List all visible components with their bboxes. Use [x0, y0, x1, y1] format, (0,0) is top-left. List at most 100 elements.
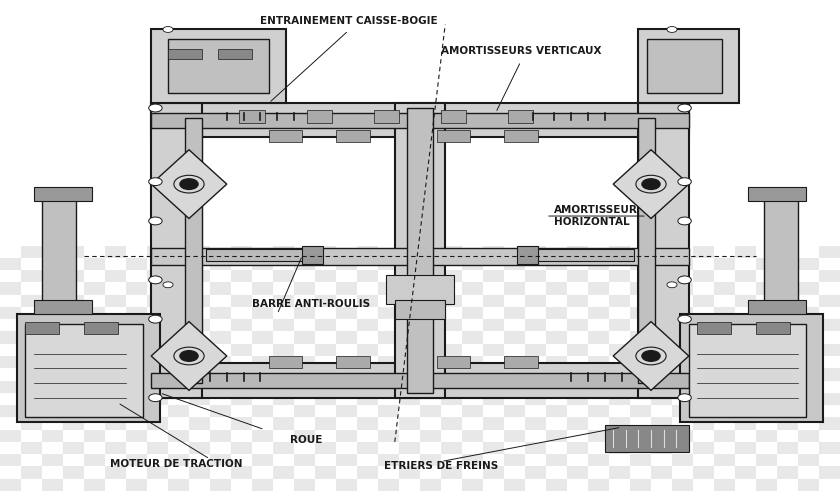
Bar — [777, 270, 798, 282]
Bar — [693, 442, 714, 454]
Bar — [395, 300, 445, 319]
Bar — [504, 479, 525, 491]
Bar — [609, 417, 630, 430]
Bar — [231, 442, 252, 454]
Bar — [693, 246, 714, 258]
Bar — [420, 258, 441, 270]
Bar — [105, 319, 126, 331]
Bar — [189, 466, 210, 479]
Bar — [315, 393, 336, 405]
Bar — [147, 344, 168, 356]
Bar — [567, 344, 588, 356]
Bar — [210, 430, 231, 442]
Bar — [630, 381, 651, 393]
Bar — [588, 282, 609, 295]
Bar — [638, 29, 739, 103]
Bar — [189, 319, 210, 331]
Bar — [399, 344, 420, 356]
Bar — [34, 187, 92, 201]
Bar — [693, 417, 714, 430]
Bar — [399, 246, 420, 258]
Bar — [483, 417, 504, 430]
Bar — [651, 344, 672, 356]
Text: AMORTISSEURS VERTICAUX: AMORTISSEURS VERTICAUX — [440, 47, 601, 56]
Bar — [441, 319, 462, 331]
Bar — [269, 356, 302, 368]
Bar — [798, 405, 819, 417]
Bar — [483, 246, 504, 258]
Circle shape — [149, 394, 162, 402]
Text: ROUE: ROUE — [291, 435, 323, 444]
Bar — [357, 393, 378, 405]
Circle shape — [163, 27, 173, 32]
Bar — [273, 295, 294, 307]
Bar — [294, 356, 315, 368]
Bar — [819, 368, 840, 381]
Circle shape — [149, 276, 162, 284]
Bar — [307, 110, 332, 123]
Bar — [672, 356, 693, 368]
Bar — [42, 307, 63, 319]
Bar — [735, 344, 756, 356]
Bar — [819, 417, 840, 430]
Bar — [693, 466, 714, 479]
Bar — [441, 417, 462, 430]
Bar — [273, 393, 294, 405]
Bar — [483, 466, 504, 479]
Polygon shape — [151, 322, 227, 390]
Text: AMORTISSEUR
HORIZONTAL: AMORTISSEUR HORIZONTAL — [554, 205, 638, 227]
Bar — [777, 417, 798, 430]
Text: MOTEUR DE TRACTION: MOTEUR DE TRACTION — [110, 459, 243, 469]
Bar — [609, 368, 630, 381]
Text: ENTRAINEMENT CAISSE-BOGIE: ENTRAINEMENT CAISSE-BOGIE — [260, 16, 438, 26]
Bar — [504, 258, 525, 270]
Bar — [437, 130, 470, 142]
Bar — [504, 282, 525, 295]
Bar — [638, 118, 655, 383]
Bar — [714, 381, 735, 393]
Bar — [315, 270, 336, 282]
Bar — [672, 430, 693, 442]
Bar — [483, 295, 504, 307]
Bar — [735, 246, 756, 258]
Bar — [689, 324, 806, 417]
Bar — [407, 108, 433, 393]
Bar — [0, 430, 21, 442]
Bar — [609, 466, 630, 479]
Bar — [798, 454, 819, 466]
Bar — [294, 381, 315, 393]
Bar — [151, 29, 286, 103]
Bar — [151, 103, 202, 398]
Bar — [147, 368, 168, 381]
Bar — [315, 246, 336, 258]
Bar — [294, 454, 315, 466]
Bar — [0, 381, 21, 393]
Bar — [693, 295, 714, 307]
Bar — [231, 466, 252, 479]
Bar — [714, 405, 735, 417]
Bar — [315, 368, 336, 381]
Bar — [441, 295, 462, 307]
Bar — [525, 368, 546, 381]
Bar — [252, 454, 273, 466]
Bar — [441, 110, 466, 123]
Bar — [567, 295, 588, 307]
Bar — [210, 454, 231, 466]
Bar — [777, 295, 798, 307]
Bar — [693, 393, 714, 405]
Bar — [25, 324, 143, 417]
Bar — [0, 356, 21, 368]
Bar — [651, 368, 672, 381]
Bar — [399, 368, 420, 381]
Bar — [651, 466, 672, 479]
Bar — [756, 479, 777, 491]
Bar — [21, 417, 42, 430]
Bar — [756, 282, 777, 295]
Bar — [588, 381, 609, 393]
Bar — [0, 479, 21, 491]
Bar — [294, 282, 315, 295]
Bar — [605, 425, 689, 452]
Bar — [231, 393, 252, 405]
Bar — [231, 246, 252, 258]
Bar — [798, 381, 819, 393]
